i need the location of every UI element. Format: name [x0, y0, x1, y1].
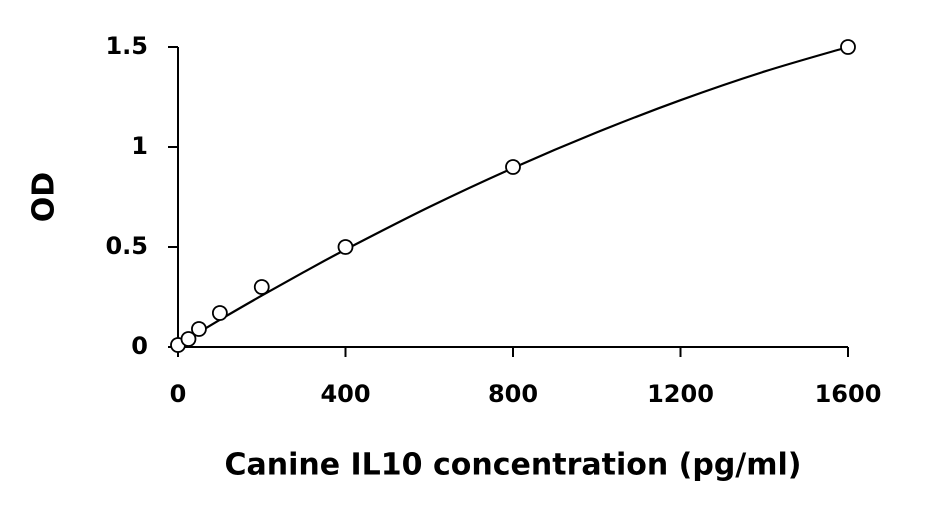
x-tick-label: 800: [488, 380, 538, 408]
y-tick-label: 0.5: [105, 232, 148, 260]
data-point: [505, 159, 521, 175]
data-point: [180, 331, 197, 347]
data-point: [840, 39, 856, 55]
x-axis-title: Canine IL10 concentration (pg/ml): [224, 448, 801, 483]
y-tick-label: 1.5: [105, 32, 148, 60]
x-tick-label: 400: [320, 380, 370, 408]
data-point: [191, 321, 207, 337]
y-tick-label: 0: [131, 332, 148, 360]
fit-curve: [177, 45, 849, 346]
data-point: [337, 239, 354, 255]
y-tick-label: 1: [131, 132, 148, 160]
x-tick-label: 1200: [647, 380, 714, 408]
data-point: [253, 279, 270, 295]
x-tick-label: 1600: [815, 380, 882, 408]
x-tick-label: 0: [170, 380, 187, 408]
y-axis-title: OD: [27, 172, 62, 222]
data-point: [211, 305, 228, 321]
